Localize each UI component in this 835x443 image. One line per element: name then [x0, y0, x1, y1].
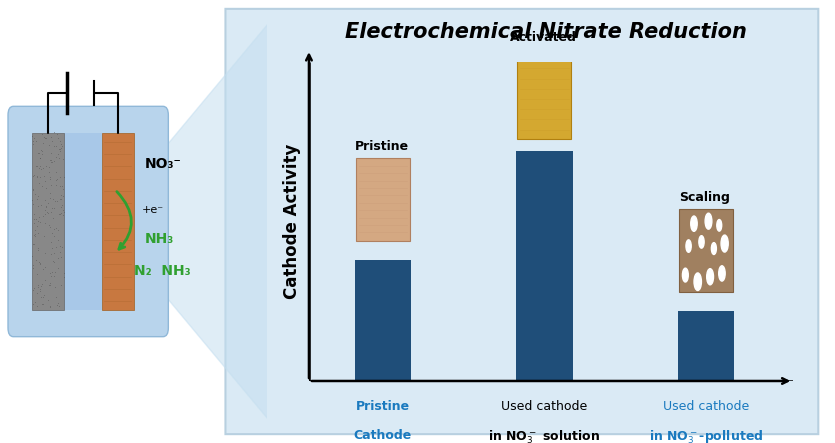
Bar [64, 133, 102, 310]
Circle shape [705, 213, 712, 229]
Text: Scaling: Scaling [679, 191, 730, 204]
FancyBboxPatch shape [8, 106, 169, 337]
Bar [518, 49, 571, 139]
Text: Pristine: Pristine [355, 140, 408, 153]
Circle shape [711, 243, 716, 254]
Bar [677, 311, 734, 381]
Text: in NO$_3^-$-polluted: in NO$_3^-$-polluted [649, 429, 763, 443]
Text: Electrochemical Nitrate Reduction: Electrochemical Nitrate Reduction [345, 22, 746, 42]
Circle shape [699, 236, 704, 248]
Text: NH₃: NH₃ [144, 232, 174, 246]
Bar [32, 133, 64, 310]
Text: NO₃⁻: NO₃⁻ [144, 157, 181, 171]
Circle shape [716, 220, 721, 231]
Bar [356, 158, 410, 241]
FancyBboxPatch shape [225, 9, 818, 434]
Text: in NO$_3^-$ solution: in NO$_3^-$ solution [488, 429, 600, 443]
Text: +e⁻: +e⁻ [142, 205, 164, 215]
Polygon shape [155, 9, 281, 434]
Text: Cathode: Cathode [354, 429, 412, 442]
Circle shape [721, 235, 728, 252]
Y-axis label: Cathode Activity: Cathode Activity [282, 144, 301, 299]
Circle shape [694, 273, 701, 291]
Bar [355, 260, 411, 381]
Circle shape [691, 216, 697, 231]
Bar [102, 133, 134, 310]
Text: Activated: Activated [509, 31, 576, 44]
Bar [679, 209, 733, 291]
Circle shape [706, 268, 714, 285]
Bar [516, 152, 573, 381]
Circle shape [682, 268, 688, 282]
Text: Used cathode: Used cathode [501, 400, 588, 413]
Circle shape [719, 266, 725, 281]
Circle shape [686, 240, 691, 253]
Text: Used cathode: Used cathode [663, 400, 749, 413]
Text: N₂  NH₃: N₂ NH₃ [134, 264, 190, 278]
Text: Pristine: Pristine [356, 400, 410, 413]
